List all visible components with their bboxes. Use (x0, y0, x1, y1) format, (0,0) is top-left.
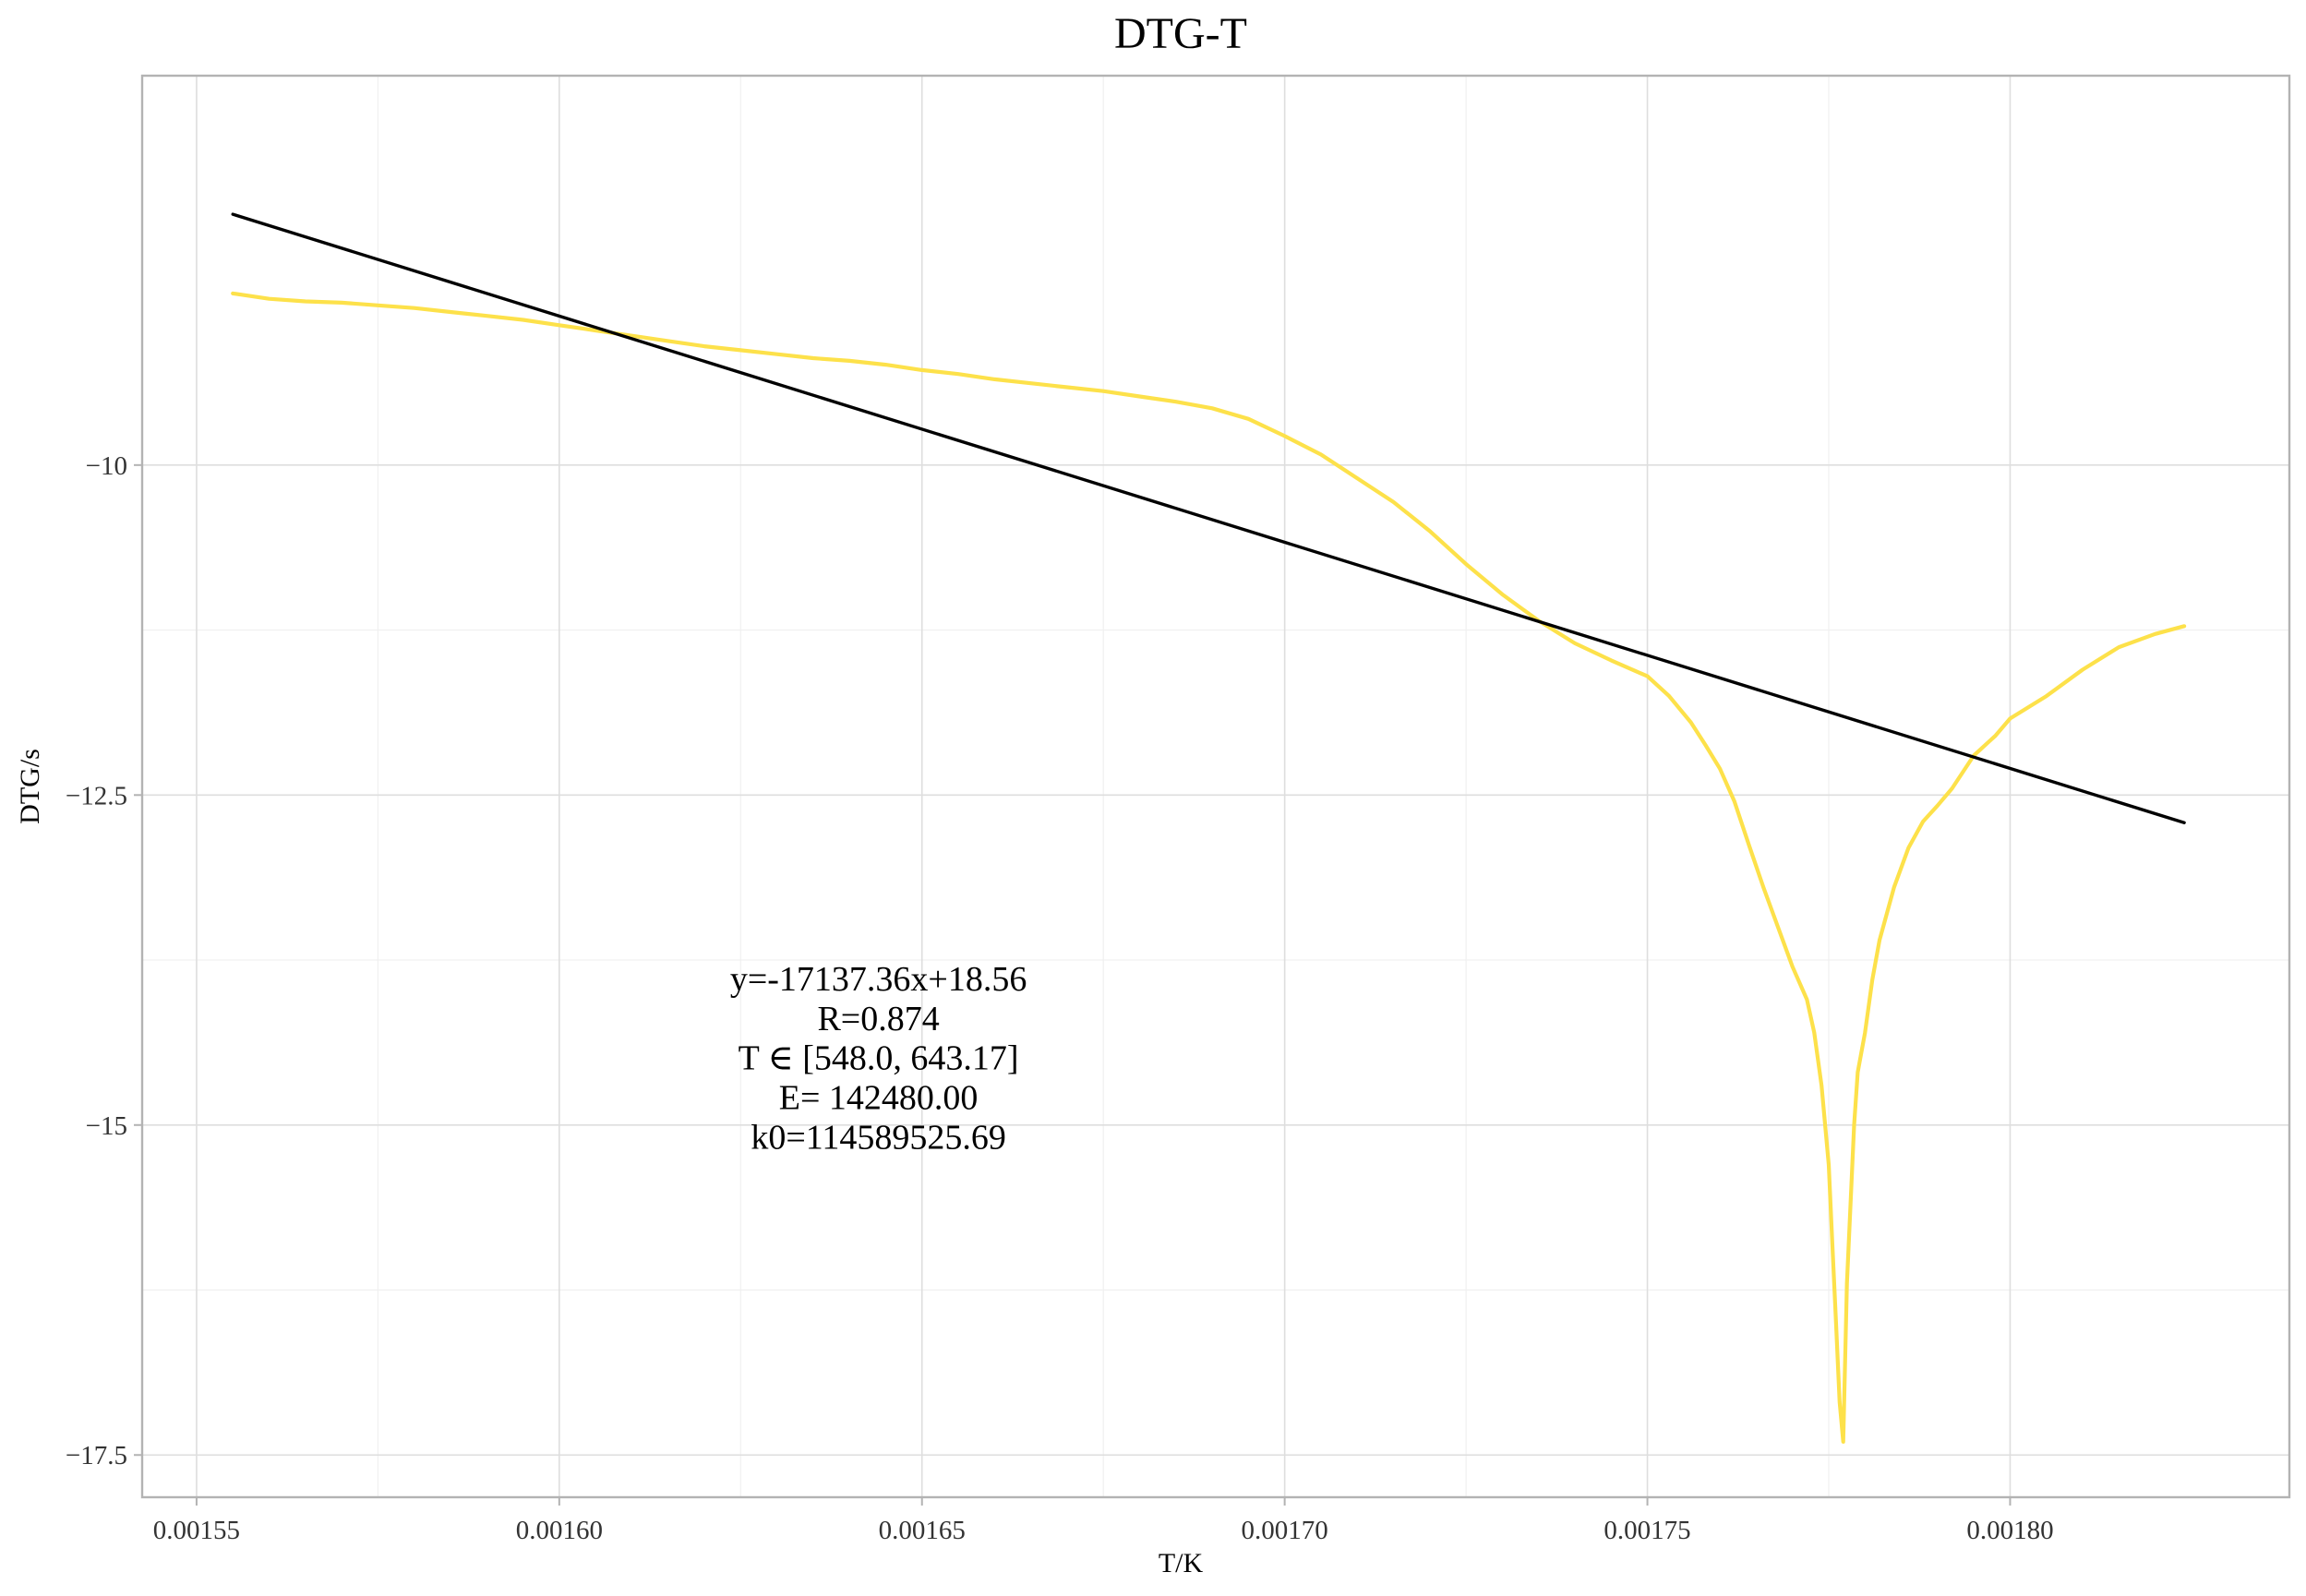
y-tick-label: −17.5 (66, 1441, 127, 1470)
annotation-line: T ∈ [548.0, 643.17] (739, 1039, 1019, 1078)
x-tick-label: 0.00160 (516, 1516, 603, 1545)
plot-marks (231, 212, 2187, 1445)
y-tick-label: −12.5 (66, 781, 127, 810)
x-axis-title: T/K (1159, 1548, 1204, 1578)
gridlines (142, 76, 2289, 1497)
annotation-line: R=0.874 (817, 1000, 939, 1038)
y-tick-label: −10 (86, 451, 127, 481)
x-tick-label: 0.00180 (1966, 1516, 2053, 1545)
chart-title: DTG-T (1114, 9, 1247, 58)
fit-line (231, 212, 2186, 824)
annotation-line: E= 142480.00 (779, 1079, 979, 1118)
x-tick-label: 0.00165 (879, 1516, 966, 1545)
axis-ticks: 0.00155 0.00160 0.00165 0.00170 0.00175 0.001… (66, 451, 2054, 1545)
x-tick-label: 0.00170 (1242, 1516, 1328, 1545)
x-tick-label: 0.00155 (153, 1516, 240, 1545)
plot-panel-border (140, 74, 2291, 1499)
y-axis-title: DTG/s (15, 749, 45, 824)
y-tick-label: −15 (86, 1111, 127, 1141)
annotation-line: k0=114589525.69 (751, 1119, 1006, 1158)
annotation-line: y=-17137.36x+18.56 (730, 960, 1027, 999)
dtg-curve (231, 291, 2187, 1445)
x-tick-label: 0.00175 (1603, 1516, 1690, 1545)
